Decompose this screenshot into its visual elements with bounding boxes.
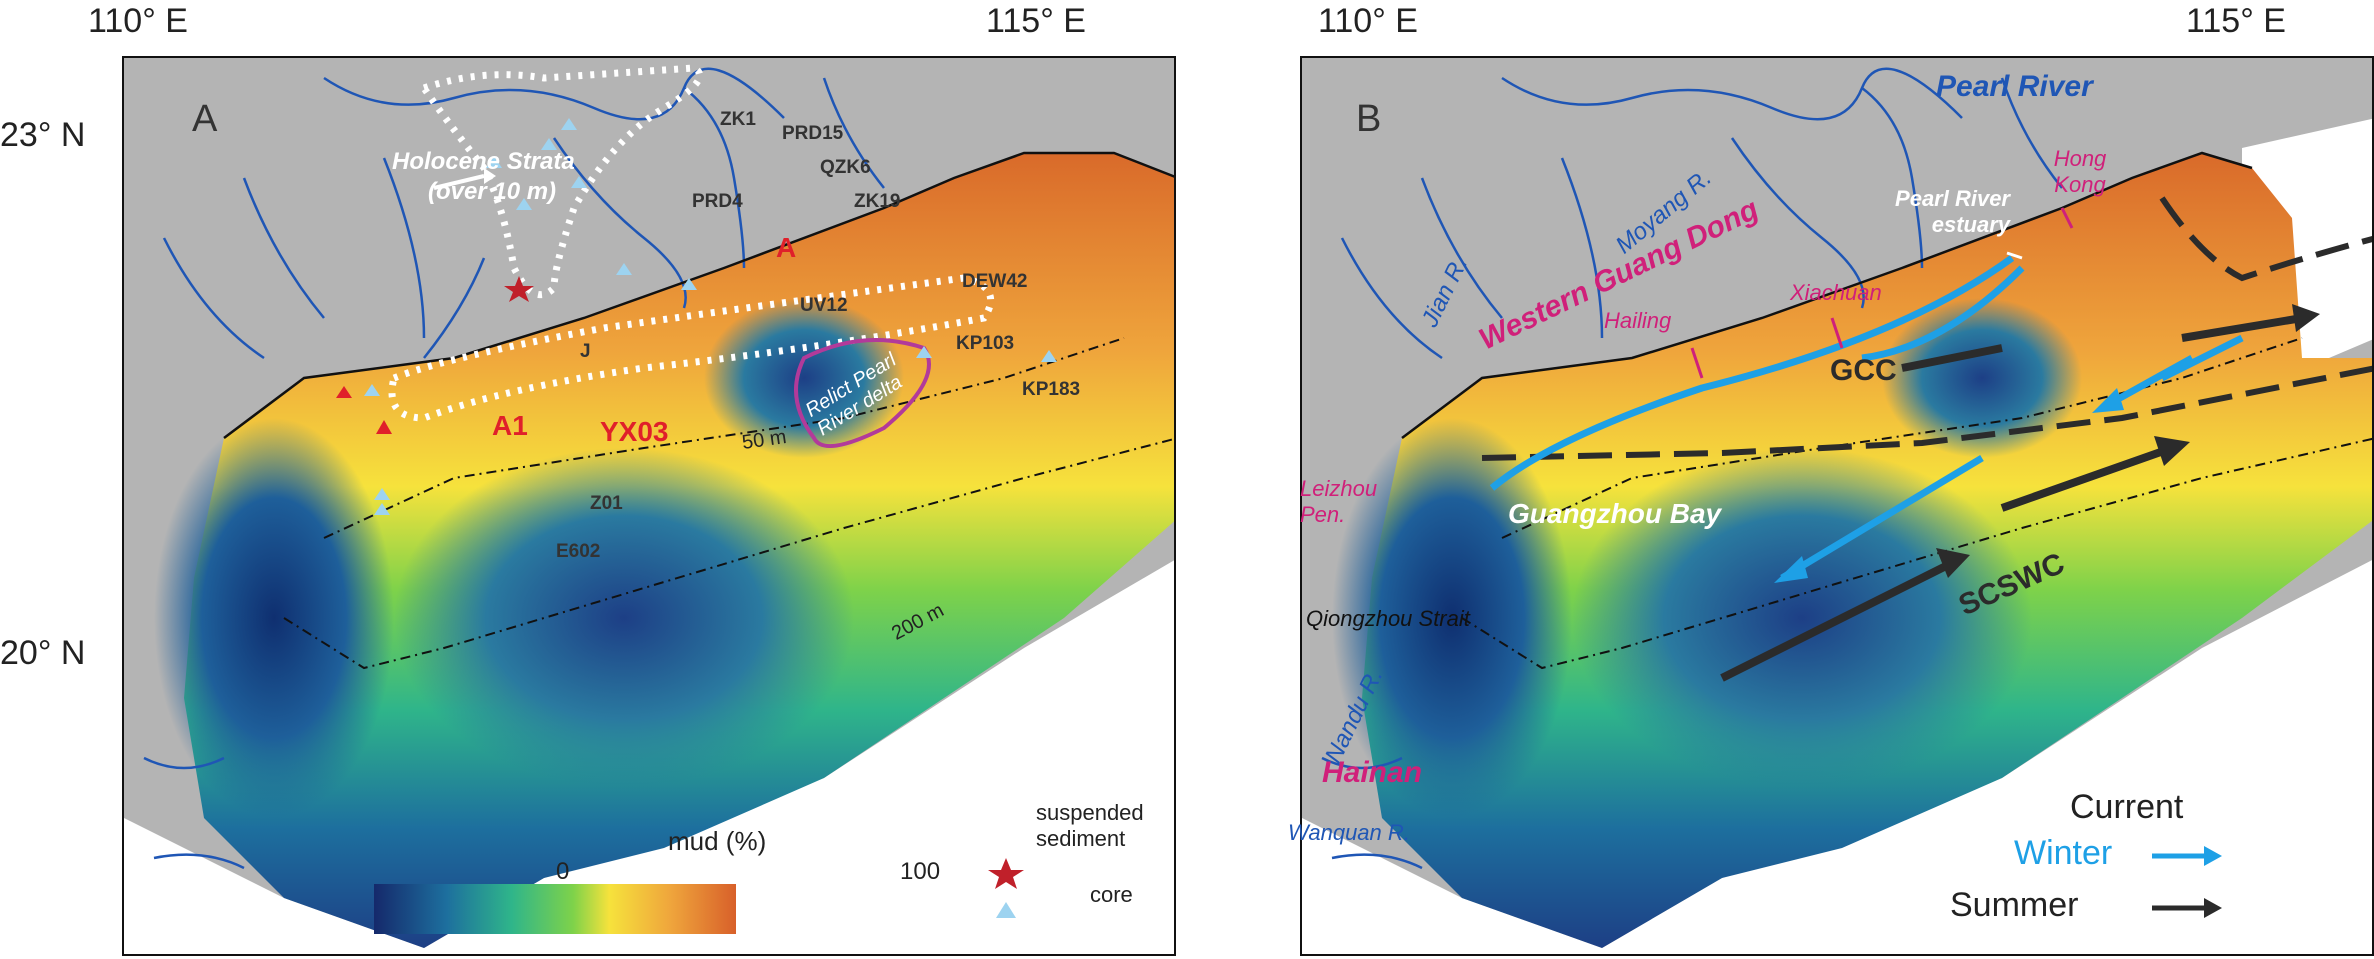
a-red-label-a: A <box>776 232 797 263</box>
b-rivers <box>1321 67 2063 870</box>
b-pearl-estuary: Pearl River estuary <box>1895 186 2010 238</box>
panel-b-svg <box>1302 67 2372 954</box>
b-guangzhou-bay: Guangzhou Bay <box>1508 498 1722 529</box>
a-red-star <box>504 276 534 302</box>
b-summer-currents <box>1720 314 2303 682</box>
a-site-e602: E602 <box>556 541 601 562</box>
a-site-j: J <box>580 341 591 362</box>
a-red-site-a1 <box>336 386 352 398</box>
a-legend-suspended: suspended sediment <box>1036 800 1144 852</box>
a-colorbar-min: 0 <box>556 858 570 885</box>
a-isobath-50 <box>323 337 1125 539</box>
a-legend-core: core <box>1090 882 1133 907</box>
b-hong-kong: Hong Kong <box>2053 146 2107 198</box>
a-legend-core-icon <box>996 902 1016 918</box>
panel-a-svg <box>124 64 1174 954</box>
b-lon-label-110: 110° E <box>1318 2 1418 40</box>
b-hailing: Hailing <box>1604 308 1672 333</box>
a-site-z01: Z01 <box>590 493 623 514</box>
b-panel-letter: B <box>1356 98 1382 140</box>
b-legend-summer: Summer <box>1950 886 2079 924</box>
a-site-zk19: ZK19 <box>854 191 901 212</box>
b-legend-title: Current <box>2070 788 2184 826</box>
b-wanquan-river: Wanquan R. <box>1288 820 1410 845</box>
b-winter-currents <box>1489 255 2244 582</box>
a-low-mud-relict <box>704 298 904 458</box>
a-colorbar-title: mud (%) <box>668 826 767 856</box>
a-rivers <box>143 67 885 870</box>
a-panel-letter: A <box>192 98 218 140</box>
b-front-line-ne <box>2159 196 2372 282</box>
a-core-markers <box>364 118 1057 515</box>
a-site-zk1: ZK1 <box>720 109 756 130</box>
b-lon-label-115: 115° E <box>2186 2 2286 40</box>
b-leizhou: Leizhou Pen. <box>1300 476 1378 528</box>
panel-b-map <box>1300 56 2374 956</box>
a-holocene-arrow <box>433 174 485 190</box>
a-site-prd15: PRD15 <box>782 123 844 144</box>
a-site-prd4: PRD4 <box>692 191 743 212</box>
a-colorbar <box>374 884 736 934</box>
a-coastline <box>223 151 1174 439</box>
b-xiachuan: Xiachuan <box>1790 280 1882 305</box>
b-qiongzhou-strait: Qiongzhou Strait <box>1306 606 1470 631</box>
b-front-line <box>1481 365 2372 461</box>
a-site-dew42: DEW42 <box>962 271 1028 292</box>
a-lat-label-20: 20° N <box>0 634 86 672</box>
a-holocene-label-1: Holocene Strata <box>392 148 575 175</box>
a-lon-label-110: 110° E <box>88 2 188 40</box>
a-relict-outline <box>794 338 931 448</box>
a-lon-label-115: 115° E <box>986 2 1086 40</box>
a-low-mud-west <box>154 418 394 818</box>
a-isobath-200 <box>283 438 1174 670</box>
b-legend-winter: Winter <box>2014 834 2113 872</box>
a-site-kp103: KP103 <box>956 333 1015 354</box>
b-winter-arrowheads <box>1774 388 2124 583</box>
b-summer-arrowheads <box>1936 304 2320 578</box>
a-open-sea <box>124 560 1174 954</box>
a-red-site-yx03 <box>376 420 392 434</box>
b-hainan: Hainan <box>1322 756 1423 789</box>
panel-a-map <box>122 56 1176 956</box>
b-pearl-river: Pearl River <box>1936 70 2093 103</box>
a-site-qzk6: QZK6 <box>820 157 871 178</box>
a-lat-label-23: 23° N <box>0 116 86 154</box>
b-pink-arrows <box>1690 207 2074 379</box>
a-legend-star-icon <box>988 858 1024 889</box>
a-red-label-a1: A1 <box>492 410 528 441</box>
a-colorbar-max: 100 <box>900 858 941 885</box>
a-site-kp183: KP183 <box>1022 379 1081 400</box>
a-low-mud-center <box>394 448 854 788</box>
a-red-label-yx03: YX03 <box>600 416 669 447</box>
a-site-uv12: UV12 <box>800 295 848 316</box>
a-holocene-outline-south <box>388 274 995 422</box>
b-current-gcc: GCC <box>1830 354 1897 387</box>
a-holocene-label-2: (over 10 m) <box>428 178 557 205</box>
